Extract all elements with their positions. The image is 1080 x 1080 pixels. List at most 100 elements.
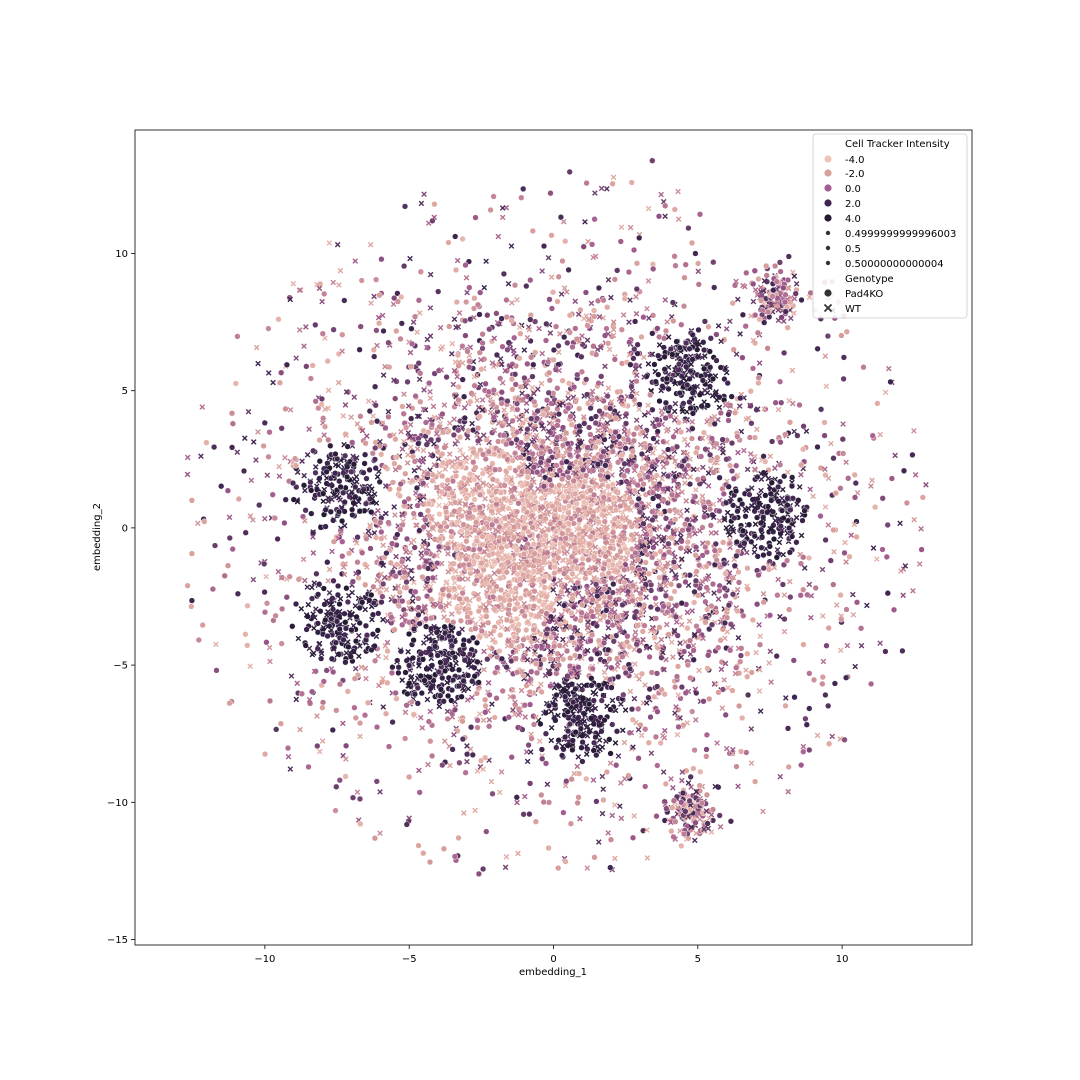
data-point-pad4ko [591, 216, 598, 223]
data-point-pad4ko [609, 448, 616, 455]
data-point-pad4ko [490, 193, 497, 200]
data-point-pad4ko [356, 346, 363, 353]
data-point-pad4ko [393, 327, 400, 335]
data-point-pad4ko [378, 451, 385, 458]
data-point-pad4ko [647, 445, 654, 452]
data-point-pad4ko [662, 414, 669, 422]
data-point-pad4ko [275, 316, 282, 323]
data-point-pad4ko [444, 544, 452, 552]
data-point-pad4ko [596, 407, 603, 415]
data-point-pad4ko [495, 619, 502, 626]
data-point-pad4ko [317, 655, 325, 662]
data-point-pad4ko [450, 574, 457, 582]
data-point-pad4ko [307, 375, 315, 382]
data-point-wt [250, 576, 257, 583]
data-point-pad4ko [485, 619, 492, 626]
data-point-pad4ko [319, 699, 327, 706]
data-point-pad4ko [563, 647, 571, 655]
data-point-pad4ko [806, 746, 813, 754]
data-point-pad4ko [729, 687, 736, 694]
data-point-pad4ko [657, 739, 664, 747]
data-point-wt [437, 494, 443, 500]
data-point-pad4ko [633, 378, 640, 385]
data-point-pad4ko [608, 664, 615, 671]
data-point-wt [451, 316, 458, 322]
data-point-pad4ko [713, 331, 720, 338]
data-point-pad4ko [539, 467, 547, 474]
data-point-pad4ko [814, 443, 821, 451]
data-point-pad4ko [541, 584, 548, 591]
data-point-pad4ko [368, 591, 375, 599]
data-point-pad4ko [261, 750, 269, 758]
data-point-pad4ko [702, 543, 709, 551]
data-point-pad4ko [500, 270, 508, 278]
data-point-pad4ko [609, 180, 616, 187]
data-point-wt [326, 590, 333, 596]
data-point-pad4ko [604, 304, 611, 311]
data-point-pad4ko [427, 615, 435, 622]
data-point-pad4ko [428, 752, 436, 760]
data-point-pad4ko [748, 420, 755, 427]
data-point-pad4ko [729, 502, 737, 509]
data-point-pad4ko [330, 668, 337, 676]
data-point-pad4ko [473, 639, 481, 646]
data-point-pad4ko [823, 642, 830, 649]
data-point-pad4ko [278, 640, 285, 647]
data-point-pad4ko [822, 536, 829, 544]
data-point-pad4ko [771, 262, 779, 270]
data-point-wt [375, 314, 382, 321]
data-point-pad4ko [327, 508, 334, 515]
data-point-pad4ko [370, 346, 377, 354]
data-point-pad4ko [721, 619, 729, 627]
data-point-wt [472, 807, 478, 814]
data-point-pad4ko [773, 652, 780, 660]
data-point-pad4ko [670, 433, 677, 440]
data-point-pad4ko [511, 282, 519, 289]
data-point-pad4ko [636, 234, 643, 242]
data-point-pad4ko [546, 369, 553, 376]
data-point-pad4ko [674, 632, 681, 639]
data-point-pad4ko [871, 503, 879, 511]
data-point-pad4ko [867, 680, 875, 688]
data-point-pad4ko [550, 356, 557, 364]
data-point-pad4ko [474, 724, 481, 731]
data-point-pad4ko [570, 698, 577, 706]
data-point-pad4ko [562, 238, 569, 245]
data-point-pad4ko [544, 643, 552, 650]
data-point-pad4ko [774, 592, 781, 599]
data-point-pad4ko [565, 266, 572, 274]
data-point-pad4ko [588, 675, 595, 682]
data-point-pad4ko [260, 442, 267, 450]
data-point-pad4ko [415, 595, 422, 602]
data-point-pad4ko [520, 811, 527, 818]
data-point-pad4ko [506, 464, 513, 472]
data-point-pad4ko [763, 262, 770, 270]
data-point-pad4ko [374, 627, 381, 634]
data-point-pad4ko [654, 606, 661, 613]
data-point-pad4ko [188, 550, 196, 557]
data-point-pad4ko [758, 526, 765, 533]
data-point-pad4ko [556, 520, 564, 527]
data-point-wt [342, 402, 349, 408]
data-point-pad4ko [686, 480, 694, 488]
data-point-pad4ko [842, 674, 850, 681]
data-point-pad4ko [824, 332, 832, 340]
data-point-wt [450, 381, 457, 388]
data-point-pad4ko [379, 593, 386, 600]
data-point-pad4ko [358, 277, 365, 284]
data-point-pad4ko [773, 554, 780, 561]
data-point-pad4ko [598, 373, 605, 380]
data-point-pad4ko [752, 311, 759, 319]
data-point-pad4ko [561, 570, 568, 577]
data-point-pad4ko [579, 758, 586, 765]
data-point-wt [296, 287, 303, 294]
data-point-pad4ko [532, 349, 539, 356]
data-point-pad4ko [517, 330, 524, 337]
data-point-pad4ko [691, 599, 698, 606]
data-point-pad4ko [362, 500, 370, 507]
data-point-wt [655, 533, 662, 540]
data-point-pad4ko [339, 331, 346, 338]
data-point-pad4ko [396, 464, 403, 471]
data-point-wt [453, 660, 459, 667]
data-point-wt [705, 470, 712, 476]
